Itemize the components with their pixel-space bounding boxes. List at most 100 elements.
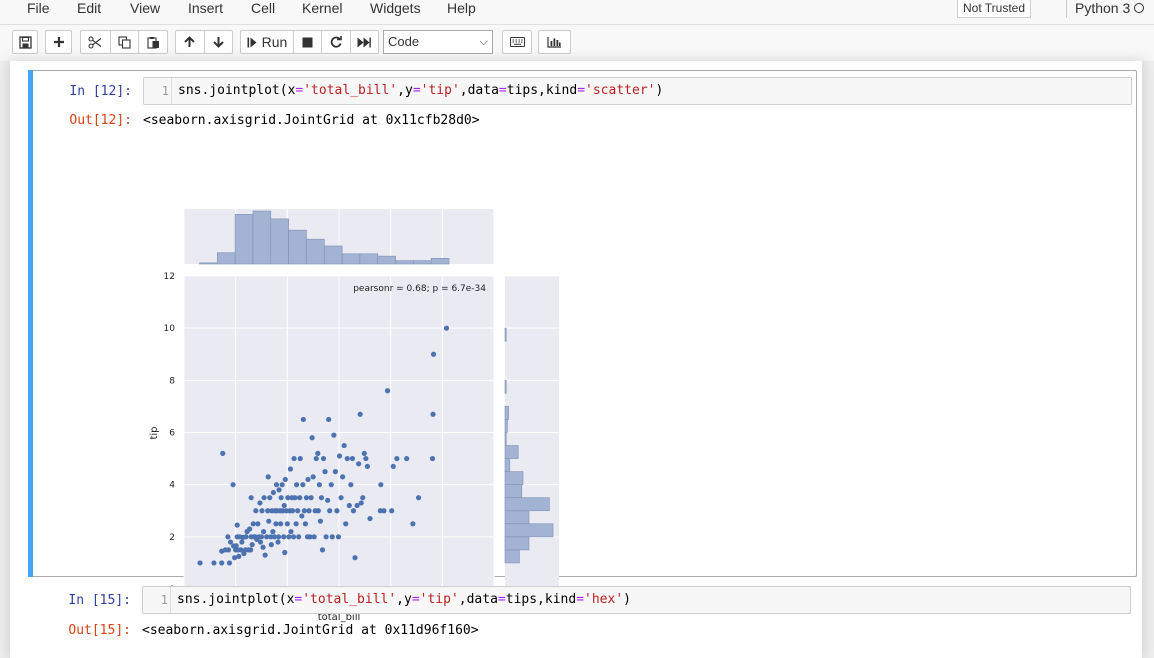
- scatter-point: [248, 547, 254, 553]
- cut-button[interactable]: [81, 31, 111, 53]
- scatter-point: [430, 351, 437, 357]
- scatter-point: [430, 411, 436, 417]
- scatter-point: [306, 508, 312, 514]
- code-line: sns.jointplot(x='total_bill',y='tip',dat…: [178, 83, 664, 98]
- code-cell-selected[interactable]: In [12]: 1 sns.jointplot(x='total_bill',…: [28, 70, 1137, 623]
- y-tick-label: 8: [169, 376, 175, 386]
- hist-bar-y: [504, 484, 523, 499]
- scatter-point: [227, 539, 234, 545]
- code-cell[interactable]: In [15]: 1 sns.jointplot(x='total_bill',…: [28, 580, 1137, 658]
- scatter-point: [296, 534, 302, 540]
- scatter-point: [225, 547, 232, 553]
- cell-type-value: Code: [388, 34, 420, 49]
- menu-file[interactable]: File: [27, 0, 50, 16]
- copy-button[interactable]: [111, 31, 140, 53]
- hist-bar-y: [504, 471, 524, 485]
- paste-button[interactable]: [139, 31, 167, 53]
- chart-button[interactable]: [538, 30, 571, 54]
- scatter-point: [363, 455, 369, 462]
- scatter-point: [275, 539, 281, 545]
- scatter-point: [278, 521, 284, 527]
- scatter-point: [267, 495, 273, 501]
- hist-bar-x: [377, 255, 396, 265]
- scatter-point: [279, 482, 285, 488]
- kernel-name[interactable]: Python 3: [1066, 0, 1130, 18]
- menu-view[interactable]: View: [130, 0, 161, 16]
- scatter-point: [300, 482, 306, 488]
- scatter-point: [315, 508, 321, 514]
- scatter-point: [297, 455, 303, 462]
- scatter-point: [357, 411, 363, 417]
- scatter-point: [384, 388, 391, 394]
- scatter-point: [329, 534, 335, 540]
- scatter-point: [243, 534, 249, 540]
- y-tick-labels: 024681012: [164, 272, 176, 595]
- menu-widgets[interactable]: Widgets: [370, 0, 421, 16]
- scatter-point: [234, 522, 240, 528]
- y-tick-label: 12: [164, 272, 175, 282]
- arrow-down-icon: [213, 37, 224, 48]
- menu-edit[interactable]: Edit: [77, 0, 102, 16]
- cut-icon: [88, 35, 102, 49]
- menu-insert[interactable]: Insert: [188, 0, 224, 16]
- scatter-point: [341, 442, 347, 449]
- scatter-point: [313, 455, 319, 462]
- code-editor[interactable]: 1 sns.jointplot(x='total_bill',y='tip',d…: [142, 586, 1131, 614]
- scatter-point: [250, 521, 256, 527]
- scatter-point: [247, 526, 253, 532]
- hist-bar-x: [199, 262, 218, 265]
- scatter-point: [291, 455, 297, 462]
- trust-indicator[interactable]: Not Trusted: [957, 0, 1031, 18]
- scatter-point: [350, 508, 357, 514]
- scatter-point: [346, 502, 352, 509]
- hist-bar-y: [504, 406, 509, 420]
- scatter-point: [378, 482, 384, 488]
- code-editor[interactable]: 1 sns.jointplot(x='total_bill',y='tip',d…: [143, 77, 1132, 105]
- scatter-point: [281, 534, 287, 540]
- move-down-button[interactable]: [205, 31, 232, 53]
- pearson-annotation: pearsonr = 0.68; p = 6.7e-34: [353, 284, 486, 294]
- restart-button[interactable]: [322, 31, 351, 53]
- hist-bar-y: [504, 432, 507, 446]
- interrupt-button[interactable]: [294, 31, 323, 53]
- menu-kernel[interactable]: Kernel: [302, 0, 343, 16]
- scatter-point: [394, 455, 400, 462]
- output-text: <seaborn.axisgrid.JointGrid at 0x11d96f1…: [142, 623, 479, 638]
- x-axis-label: total_bill: [318, 612, 361, 623]
- hist-bar-y: [504, 497, 550, 512]
- bar-chart-icon: [547, 37, 561, 48]
- scatter-point: [265, 474, 271, 480]
- save-button[interactable]: [12, 30, 38, 54]
- move-up-button[interactable]: [176, 31, 205, 53]
- scatter-point: [325, 497, 331, 503]
- scatter-point: [257, 500, 263, 506]
- scatter-point: [307, 534, 313, 540]
- hist-bar-x: [234, 214, 254, 265]
- y-tick-label: 4: [169, 481, 175, 491]
- input-prompt: In [12]:: [69, 84, 132, 99]
- scatter-point: [315, 450, 321, 456]
- scatter-point: [236, 553, 242, 559]
- scatter-point: [278, 495, 284, 501]
- scatter-point: [302, 521, 309, 527]
- restart-icon: [330, 36, 342, 48]
- run-group: Run: [240, 30, 379, 54]
- scatter-point: [281, 502, 287, 509]
- command-palette-button[interactable]: [502, 30, 532, 54]
- scatter-point: [287, 466, 294, 472]
- run-button[interactable]: Run: [241, 31, 294, 53]
- marginal-x-histogram: [199, 210, 450, 265]
- insert-cell-button[interactable]: [45, 30, 72, 54]
- move-group: [175, 30, 233, 54]
- menu-help[interactable]: Help: [447, 0, 476, 16]
- cell-type-select[interactable]: Code ⌵: [383, 30, 493, 54]
- plus-icon: [53, 37, 64, 47]
- scatter-point: [334, 508, 340, 514]
- scatter-point: [233, 543, 239, 549]
- menu-cell[interactable]: Cell: [251, 0, 276, 16]
- hist-bar-x: [217, 252, 236, 265]
- restart-run-all-button[interactable]: [351, 31, 378, 53]
- scatter-point: [226, 560, 233, 566]
- scatter-point: [211, 560, 217, 566]
- scatter-point: [336, 453, 343, 459]
